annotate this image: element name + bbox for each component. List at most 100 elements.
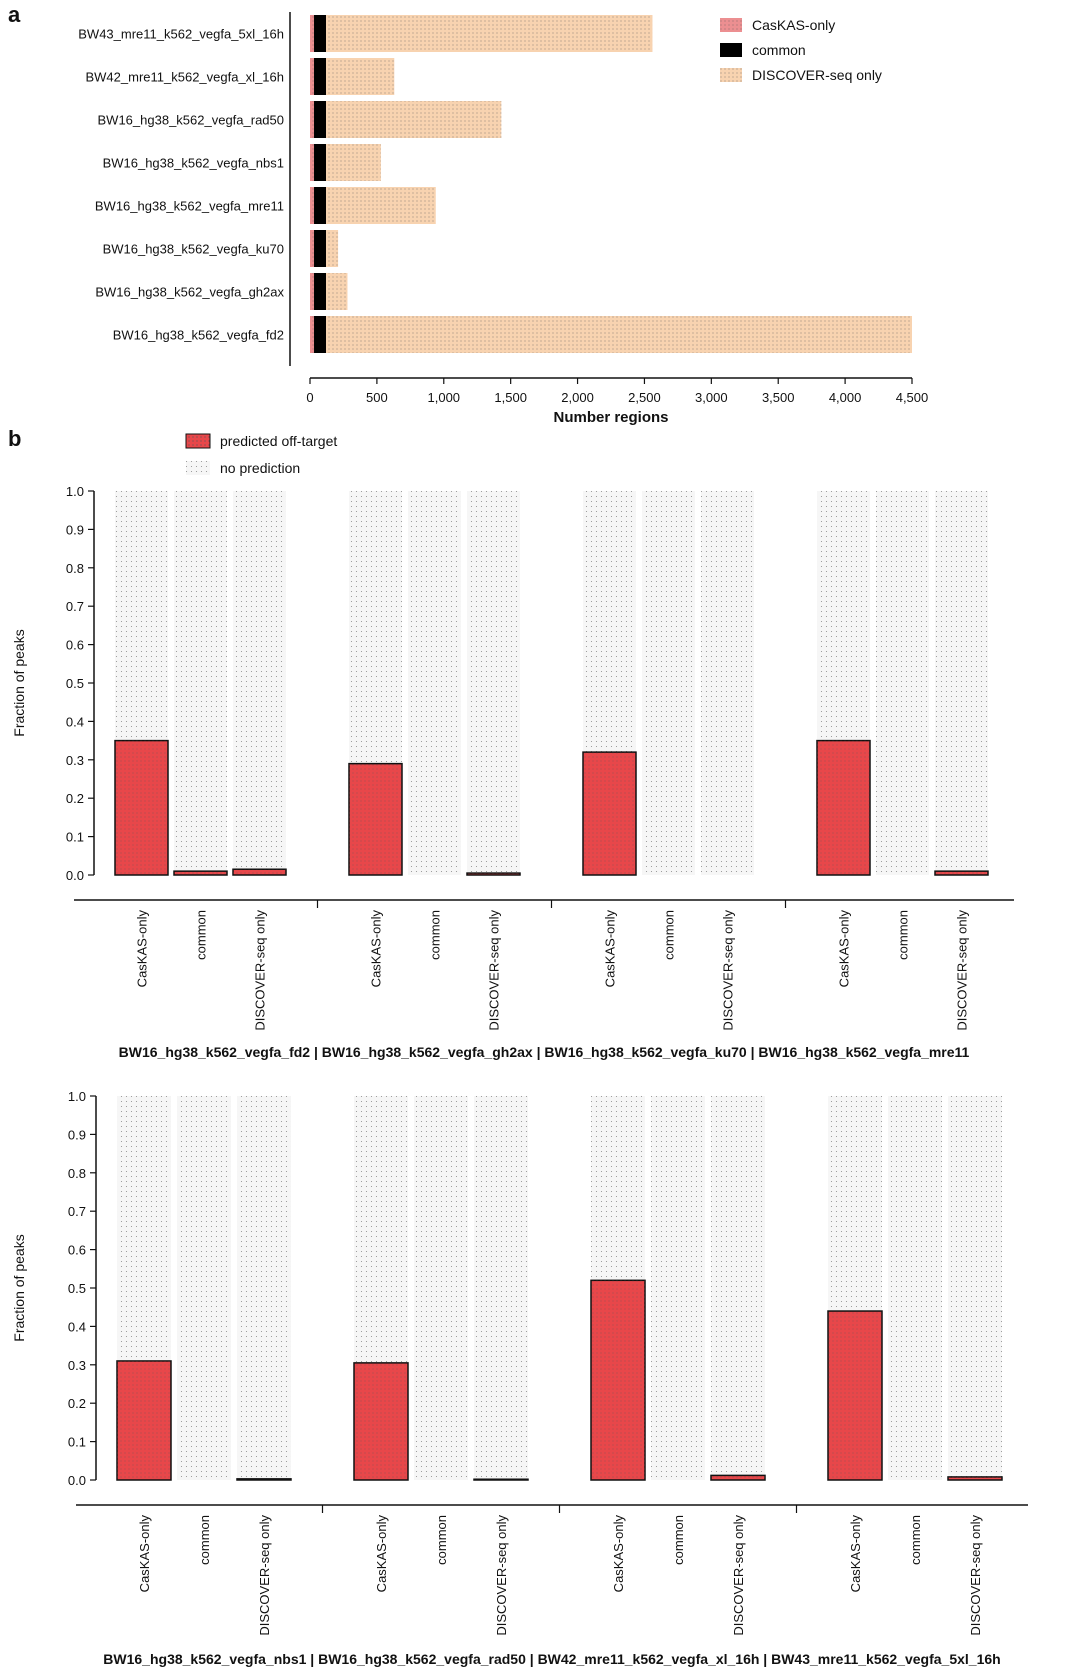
bar-predicted-texture <box>591 1280 645 1480</box>
bar-label: CasKAS-only <box>374 1515 389 1593</box>
y-tick-label: 0.9 <box>68 1127 86 1142</box>
bar-label: CasKAS-only <box>369 910 384 988</box>
category-label: BW16_hg38_k562_vegfa_gh2ax <box>95 285 284 300</box>
legend-swatch-predicted-texture <box>186 434 210 448</box>
y-tick-label: 0.6 <box>66 638 84 653</box>
legend-label: DISCOVER-seq only <box>752 67 882 83</box>
bar-texture-5-0 <box>310 230 315 267</box>
bar-no-prediction <box>711 1096 765 1480</box>
y-tick-label: 0.5 <box>68 1281 86 1296</box>
y-tick-label: 0.1 <box>66 830 84 845</box>
category-label: BW16_hg38_k562_vegfa_mre11 <box>95 199 284 214</box>
panel-a-chart: BW43_mre11_k562_vegfa_5xl_16h BW42_mre11_… <box>78 12 928 426</box>
legend-swatch-no-prediction <box>186 461 210 475</box>
bar-label: common <box>671 1515 686 1565</box>
bar-label: common <box>908 1515 923 1565</box>
y-tick-label: 0.9 <box>66 522 84 537</box>
bar-texture-3-0 <box>310 144 315 181</box>
bar-no-prediction <box>233 491 286 875</box>
bar-no-prediction <box>174 491 227 875</box>
group-caption: BW16_hg38_k562_vegfa_nbs1 | BW16_hg38_k5… <box>103 1651 1000 1667</box>
bar-label: DISCOVER-seq only <box>968 1515 983 1636</box>
bar-6-1 <box>314 273 327 310</box>
x-tick-label: 3,500 <box>762 390 795 405</box>
bar-predicted-texture <box>467 873 520 875</box>
bar-no-prediction <box>408 491 461 875</box>
legend-swatch-texture-2 <box>720 68 742 82</box>
bar-predicted-texture <box>817 740 870 875</box>
bar-no-prediction <box>474 1096 528 1480</box>
bar-predicted-texture <box>828 1311 882 1480</box>
bar-label: DISCOVER-seq only <box>721 910 736 1031</box>
bar-0-1 <box>314 15 327 52</box>
bar-texture-1-0 <box>310 58 315 95</box>
bar-2-1 <box>314 101 327 138</box>
bar-7-1 <box>314 316 327 353</box>
bar-label: DISCOVER-seq only <box>253 910 268 1031</box>
y-tick-label: 1.0 <box>68 1089 86 1104</box>
bar-predicted-texture <box>349 763 402 875</box>
x-tick-label: 0 <box>306 390 313 405</box>
bar-texture-0-2 <box>326 15 653 52</box>
bar-label: CasKAS-only <box>603 910 618 988</box>
bar-label: CasKAS-only <box>135 910 150 988</box>
bar-predicted-texture <box>474 1479 528 1480</box>
bar-predicted-texture <box>233 869 286 875</box>
bar-predicted-texture <box>117 1360 171 1480</box>
y-tick-label: 0.0 <box>68 1473 86 1488</box>
y-tick-label: 0.2 <box>68 1396 86 1411</box>
legend-label: CasKAS-only <box>752 17 835 33</box>
bar-1-1 <box>314 58 327 95</box>
bar-texture-7-2 <box>326 316 912 353</box>
x-tick-label: 4,500 <box>896 390 929 405</box>
bar-no-prediction <box>414 1096 468 1480</box>
y-tick-label: 0.5 <box>66 676 84 691</box>
bar-predicted-texture <box>354 1362 408 1480</box>
legend-swatch-texture-0 <box>720 18 742 32</box>
y-tick-label: 0.8 <box>68 1166 86 1181</box>
y-axis-title: Fraction of peaks <box>11 1234 27 1341</box>
bar-predicted-texture <box>237 1478 291 1480</box>
y-tick-label: 0.7 <box>68 1204 86 1219</box>
y-tick-label: 0.3 <box>66 753 84 768</box>
bar-4-1 <box>314 187 327 224</box>
bar-no-prediction <box>642 491 695 875</box>
legend-label-no-prediction: no prediction <box>220 460 300 476</box>
bar-no-prediction <box>467 491 520 875</box>
bar-3-1 <box>314 144 327 181</box>
y-tick-label: 0.1 <box>68 1435 86 1450</box>
panel-b-legend: predicted off-target no prediction <box>185 433 337 476</box>
bar-label: DISCOVER-seq only <box>487 910 502 1031</box>
bar-label: CasKAS-only <box>137 1515 152 1593</box>
bar-label: common <box>428 910 443 960</box>
bar-texture-4-0 <box>310 187 315 224</box>
x-tick-label: 2,000 <box>561 390 594 405</box>
panel-a-letter: a <box>8 2 21 27</box>
bar-predicted-texture <box>115 740 168 875</box>
bar-texture-1-2 <box>326 58 395 95</box>
bar-label: common <box>434 1515 449 1565</box>
bar-texture-4-2 <box>326 187 436 224</box>
y-tick-label: 0.2 <box>66 791 84 806</box>
bar-no-prediction <box>948 1096 1002 1480</box>
x-tick-label: 2,500 <box>628 390 661 405</box>
bar-texture-7-0 <box>310 316 315 353</box>
bar-texture-3-2 <box>326 144 381 181</box>
bar-no-prediction <box>177 1096 231 1480</box>
bar-label: DISCOVER-seq only <box>257 1515 272 1636</box>
y-tick-label: 0.7 <box>66 599 84 614</box>
x-tick-label: 500 <box>366 390 388 405</box>
legend-label-predicted: predicted off-target <box>220 433 337 449</box>
y-tick-label: 0.6 <box>68 1243 86 1258</box>
bar-label: common <box>194 910 209 960</box>
bar-predicted-texture <box>174 871 227 875</box>
bar-label: CasKAS-only <box>848 1515 863 1593</box>
y-tick-label: 0.3 <box>68 1358 86 1373</box>
panel-b-chart-2: 0.0 0.1 0.2 0.3 0.4 0.5 0.6 0.7 0.8 0.9 1.0 Fractio… <box>11 1089 1028 1667</box>
category-label: BW16_hg38_k562_vegfa_rad50 <box>98 113 284 128</box>
legend-label: common <box>752 42 806 58</box>
group-caption: BW16_hg38_k562_vegfa_fd2 | BW16_hg38_k56… <box>119 1044 970 1060</box>
bar-texture-2-0 <box>310 101 315 138</box>
y-tick-label: 0.0 <box>66 868 84 883</box>
bar-predicted-texture <box>935 871 988 875</box>
